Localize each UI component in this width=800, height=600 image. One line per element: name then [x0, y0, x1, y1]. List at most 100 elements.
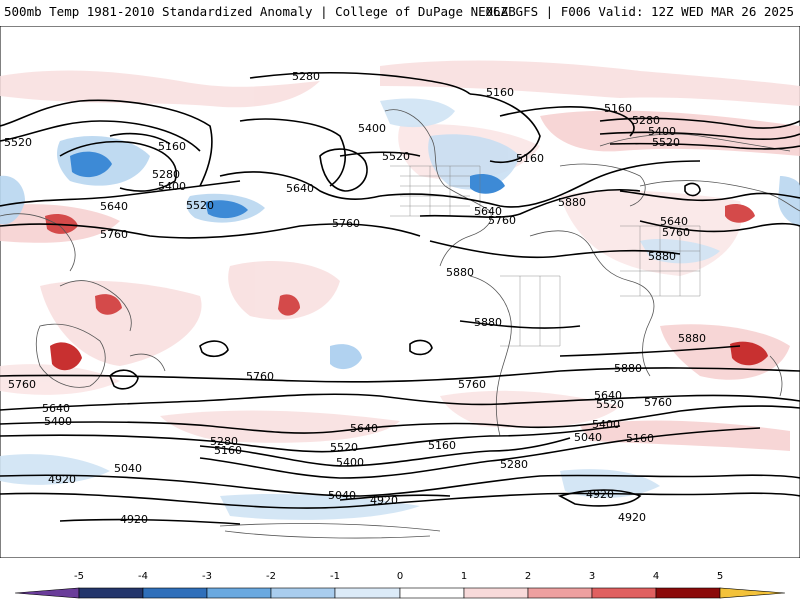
height-contours [0, 71, 800, 525]
contour-4920-south [0, 492, 800, 509]
contour-label-layer: 5280 5520 5160 5280 5400 5640 5520 5760 … [4, 70, 706, 526]
contour-label: 4920 [586, 488, 614, 501]
contour-label: 5520 [4, 136, 32, 149]
contour-label: 5040 [114, 462, 142, 475]
contour-5160-wpac [109, 132, 171, 145]
contour-label: 5640 [42, 402, 70, 415]
contour-label: 5400 [158, 180, 186, 193]
coastlines [0, 109, 800, 539]
contour-europe-5400 [599, 131, 800, 141]
contour-label: 5400 [648, 125, 676, 138]
contour-label: 5880 [558, 196, 586, 209]
contour-label: 5760 [662, 226, 690, 239]
contour-label: 5640 [594, 389, 622, 402]
contour-5040-ant [339, 494, 451, 501]
contour-label: 5760 [100, 228, 128, 241]
contour-label: 5640 [350, 422, 378, 435]
contour-label: 5400 [358, 122, 386, 135]
colorbar-swatch [719, 587, 786, 599]
colorbar-tick: -4 [138, 571, 148, 582]
contour-label: 4920 [618, 511, 646, 524]
colorbar-swatch [463, 587, 529, 599]
contour-label: 5760 [644, 396, 672, 409]
contour-europe-5640 [619, 190, 800, 202]
colorbar-swatch [142, 587, 208, 599]
contour-label: 5160 [214, 444, 242, 457]
contour-label: 5520 [330, 441, 358, 454]
contour-label: 5760 [458, 378, 486, 391]
contour-label: 5760 [488, 214, 516, 227]
contour-5760-china [0, 223, 421, 239]
contour-label: 5400 [592, 418, 620, 431]
colorbar-tick: 4 [653, 571, 659, 582]
contour-label: 5160 [626, 432, 654, 445]
contour-label: 5280 [152, 168, 180, 181]
contour-5880-africa [559, 345, 741, 357]
contour-4920-ant2 [557, 489, 642, 507]
map-title: 500mb Temp 1981-2010 Standardized Anomal… [4, 4, 516, 19]
colorbar-tick-labels: -5 -4 -3 -2 -1 0 1 2 3 4 5 [74, 571, 723, 582]
contour-label: 5760 [332, 217, 360, 230]
contour-label: 5640 [100, 200, 128, 213]
contour-5400-south [0, 425, 621, 453]
contour-5640-wpac [0, 180, 241, 207]
contour-5880-trop [429, 240, 681, 259]
contour-loop-eur [684, 182, 701, 197]
contour-label: 4920 [370, 494, 398, 507]
contour-label: 5640 [660, 215, 688, 228]
contour-europe-5280 [599, 117, 800, 129]
colorbar-tick: -5 [74, 571, 84, 582]
contour-5160-greenland [499, 106, 635, 137]
run-info: 06Z GFS | F006 Valid: 12Z WED MAR 26 202… [485, 4, 794, 19]
contour-label: 5400 [44, 415, 72, 428]
contour-label: 5280 [292, 70, 320, 83]
colorbar-tick: 0 [397, 571, 403, 582]
contour-label: 5880 [678, 332, 706, 345]
contour-label: 5520 [186, 199, 214, 212]
colorbar-swatch [655, 587, 721, 599]
contour-5160-south [199, 427, 761, 479]
contour-5040-south [0, 474, 800, 497]
colorbar-swatches [14, 587, 786, 599]
contour-label: 5040 [328, 489, 356, 502]
contour-5160-canada [469, 93, 541, 163]
contour-label: 5280 [500, 458, 528, 471]
contour-loop-ind [199, 340, 229, 358]
colorbar-tick: -3 [202, 571, 212, 582]
contour-5760-na [419, 188, 641, 218]
contour-europe-5760 [639, 220, 800, 233]
anomaly-map: 5280 5520 5160 5280 5400 5640 5520 5760 … [0, 26, 800, 558]
strong-anomaly-shading [45, 151, 768, 371]
contour-label: 5880 [446, 266, 474, 279]
contour-label: 5160 [428, 439, 456, 452]
contour-label: 5160 [486, 86, 514, 99]
contour-5640-south [0, 393, 800, 411]
contour-label: 5400 [336, 456, 364, 469]
colorbar-swatch [14, 587, 80, 599]
contour-5640-na [379, 160, 701, 208]
contour-label: 5160 [516, 152, 544, 165]
colorbar-tick: -2 [266, 571, 276, 582]
contour-5760-south [0, 367, 800, 383]
contour-label: 5520 [382, 150, 410, 163]
contour-label: 5160 [158, 140, 186, 153]
contour-5880-samer [459, 320, 581, 329]
contour-5280-north [249, 71, 471, 95]
anomaly-colorbar: -5 -4 -3 -2 -1 0 1 2 3 4 5 [0, 568, 800, 600]
contour-loop-pac [409, 339, 433, 356]
colorbar-swatch [527, 587, 593, 599]
contour-5520-na [339, 151, 421, 157]
contour-label: 5280 [632, 114, 660, 127]
contour-5400-npac [239, 118, 346, 187]
contour-label: 5880 [648, 250, 676, 263]
contour-label: 5520 [596, 398, 624, 411]
contour-5520-wpac [0, 120, 201, 152]
contour-label: 5880 [474, 316, 502, 329]
colorbar-tick: -1 [330, 571, 340, 582]
colorbar-swatch [78, 587, 144, 599]
contour-label: 5280 [210, 435, 238, 448]
contour-5640-npac [219, 171, 381, 201]
colorbar-swatch [334, 587, 401, 599]
contour-5280-south [199, 437, 571, 467]
colorbar-tick: 2 [525, 571, 531, 582]
